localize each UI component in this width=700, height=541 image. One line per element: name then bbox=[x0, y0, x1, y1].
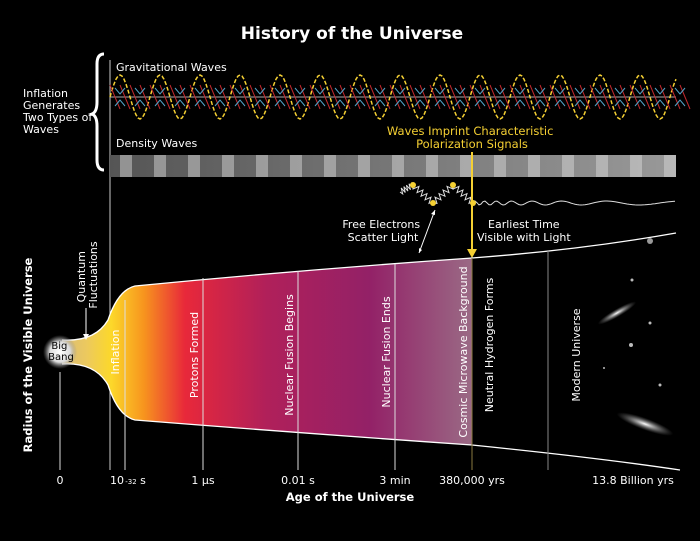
page-title: History of the Universe bbox=[241, 24, 463, 44]
svg-text:0.01 s: 0.01 s bbox=[281, 474, 315, 487]
density-stripe bbox=[256, 155, 268, 177]
density-stripes bbox=[120, 155, 676, 177]
epoch-lines bbox=[59, 250, 549, 470]
density-stripe bbox=[358, 155, 370, 177]
quantum-fluctuations-label: Quantum Fluctuations bbox=[75, 241, 100, 308]
epoch-fusion-ends: Nuclear Fusion Ends bbox=[380, 296, 393, 407]
epoch-fusion-begins: Nuclear Fusion Begins bbox=[283, 294, 296, 416]
svg-text:1 µs: 1 µs bbox=[191, 474, 214, 487]
scatter-arrow bbox=[418, 209, 436, 254]
density-stripe bbox=[630, 155, 642, 177]
big-bang-label: Big Bang bbox=[48, 341, 74, 363]
gravitational-waves bbox=[109, 74, 691, 120]
density-stripe bbox=[562, 155, 574, 177]
y-axis-label: Radius of the Visible Universe bbox=[21, 257, 35, 452]
density-stripe bbox=[120, 155, 132, 177]
red-polarization-wave bbox=[109, 84, 691, 110]
density-stripe bbox=[290, 155, 302, 177]
epoch-inflation: Inflation bbox=[109, 330, 122, 375]
svg-text:s: s bbox=[140, 474, 146, 487]
density-stripe bbox=[426, 155, 438, 177]
density-stripe bbox=[392, 155, 404, 177]
svg-text:0: 0 bbox=[57, 474, 64, 487]
gravitational-wave-curve bbox=[109, 74, 677, 120]
density-stripe bbox=[460, 155, 472, 177]
x-axis-label: Age of the Universe bbox=[286, 490, 415, 504]
epoch-protons-formed: Protons Formed bbox=[188, 312, 201, 398]
density-stripe bbox=[494, 155, 506, 177]
epoch-neutral-hydrogen: Neutral Hydrogen Forms bbox=[483, 277, 496, 412]
epoch-labels: Inflation Protons Formed Nuclear Fusion … bbox=[109, 266, 583, 437]
brace-label: Inflation Generates Two Types of Waves bbox=[22, 87, 96, 136]
density-stripe bbox=[528, 155, 540, 177]
svg-text:13.8 Billion yrs: 13.8 Billion yrs bbox=[592, 474, 674, 487]
photon-path bbox=[399, 182, 676, 206]
blue-polarization-wave bbox=[114, 87, 686, 107]
density-stripe bbox=[324, 155, 336, 177]
density-stripe bbox=[222, 155, 234, 177]
density-stripe bbox=[188, 155, 200, 177]
density-waves-label: Density Waves bbox=[116, 137, 198, 150]
brace-icon bbox=[87, 52, 105, 172]
density-stripe bbox=[154, 155, 166, 177]
svg-text:3 min: 3 min bbox=[379, 474, 410, 487]
earliest-label: Earliest Time Visible with Light bbox=[477, 218, 571, 244]
density-stripe bbox=[664, 155, 676, 177]
cone-outline bbox=[61, 232, 681, 471]
svg-text:380,000 yrs: 380,000 yrs bbox=[439, 474, 505, 487]
epoch-cmb: Cosmic Microwave Background bbox=[457, 266, 470, 437]
imprint-label: Waves Imprint Characteristic Polarizatio… bbox=[387, 124, 557, 151]
epoch-modern-universe: Modern Universe bbox=[570, 308, 583, 401]
svg-text:10: 10 bbox=[110, 474, 124, 487]
big-bang bbox=[43, 335, 77, 369]
scatter-label: Free Electrons Scatter Light bbox=[342, 218, 423, 244]
x-tick-labels: 0 10 -32 s 1 µs 0.01 s 3 min 380,000 yrs… bbox=[57, 474, 675, 487]
universe-cone bbox=[62, 258, 472, 445]
galaxies bbox=[597, 238, 674, 436]
density-stripe bbox=[596, 155, 608, 177]
density-waves-bar bbox=[110, 155, 676, 177]
yellow-arrowhead-icon bbox=[467, 249, 477, 258]
gravitational-waves-label: Gravitational Waves bbox=[116, 61, 227, 74]
svg-text:-32: -32 bbox=[125, 478, 136, 486]
